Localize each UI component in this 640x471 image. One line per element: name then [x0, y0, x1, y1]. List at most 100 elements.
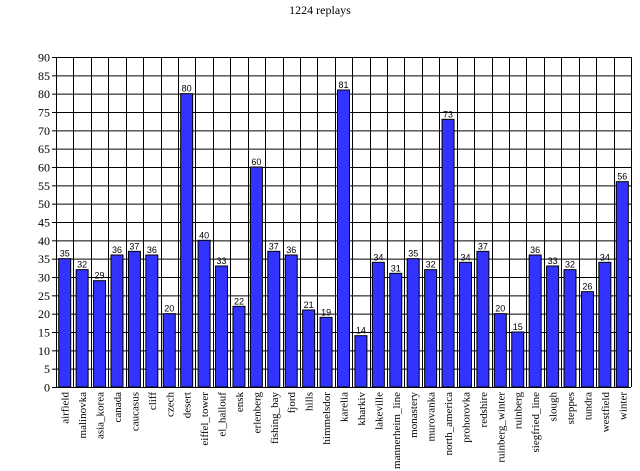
y-tick-label: 45 [38, 216, 50, 230]
bar [580, 291, 594, 388]
x-tick-label: tundra [582, 392, 594, 420]
bar [371, 261, 385, 388]
data-label: 14 [356, 326, 366, 336]
bar [511, 331, 525, 388]
data-label: 60 [251, 157, 261, 167]
data-label: 19 [321, 307, 331, 317]
bar [528, 254, 542, 388]
bar [354, 335, 368, 388]
bar [598, 261, 612, 388]
bar [284, 254, 298, 388]
data-label: 20 [164, 304, 174, 314]
bar [75, 269, 89, 388]
bar [93, 280, 107, 388]
bar [615, 181, 629, 388]
data-label: 29 [95, 271, 105, 281]
x-tick-label: redshire [478, 392, 490, 428]
x-tick-label: siegfried_line [530, 392, 542, 453]
data-label: 80 [182, 84, 192, 94]
data-label: 40 [199, 230, 209, 240]
bar [337, 89, 350, 388]
data-label: 73 [443, 109, 453, 119]
data-label: 22 [234, 296, 244, 306]
data-label: 36 [286, 245, 296, 255]
bar [319, 316, 333, 388]
data-label: 81 [338, 80, 348, 90]
bar [110, 254, 124, 388]
y-tick-label: 85 [38, 69, 50, 83]
x-tick-label: czech [164, 392, 176, 418]
bar [232, 305, 246, 388]
bar [58, 258, 72, 388]
x-tick-label: steppes [565, 392, 577, 424]
x-tick-label: kharkiv [356, 392, 368, 426]
data-label: 33 [548, 256, 558, 266]
data-label: 36 [530, 245, 540, 255]
x-tick-label: ruinberg_winter [495, 392, 507, 463]
x-tick-label: asia_korea [95, 392, 107, 439]
data-label: 37 [478, 241, 488, 251]
bar-layer: 35 32 29 36 37 36 20 80 40 33 22 60 37 36 21 19 81 14 34 31… [58, 80, 629, 388]
bar [302, 309, 316, 388]
y-tick-label: 0 [44, 381, 50, 395]
y-tick-label: 50 [38, 197, 50, 211]
x-tick-label: karelia [339, 392, 351, 422]
y-tick-label: 5 [44, 362, 50, 376]
y-tick-label: 75 [38, 106, 50, 120]
x-tick-label: fishing_bay [269, 392, 281, 444]
x-tick-label: airfield [60, 392, 72, 424]
data-label: 34 [373, 252, 383, 262]
x-tick-label: malinovka [77, 392, 89, 439]
x-tick-label: winter [617, 392, 629, 420]
y-tick-label: 90 [38, 51, 50, 65]
data-label: 35 [408, 249, 418, 259]
x-tick-label: murovanka [426, 392, 438, 442]
data-label: 37 [269, 241, 279, 251]
x-tick-label: canada [112, 392, 124, 423]
data-label: 56 [617, 172, 627, 182]
x-tick-label: mannerheim_line [391, 392, 403, 469]
y-tick-label: 25 [38, 289, 50, 303]
data-label: 26 [582, 282, 592, 292]
bar [215, 265, 229, 388]
chart-title: 1224 replays [289, 3, 351, 17]
x-tick-label: erlenberg [251, 392, 263, 434]
y-tick-label: 10 [38, 344, 50, 358]
bar [546, 265, 560, 388]
bar [127, 250, 141, 388]
bar [424, 269, 438, 388]
x-tick-label: eiffel_tower [199, 392, 211, 446]
data-label: 32 [77, 260, 87, 270]
data-label: 37 [129, 241, 139, 251]
axis-layer: 0 5 10 15 20 25 30 35 40 45 50 55 60 65 70 75 80 85 90 airf… [38, 51, 631, 469]
y-tick-label: 20 [38, 307, 50, 321]
bar [476, 250, 490, 388]
y-tick-label: 70 [38, 124, 50, 138]
y-tick-label: 15 [38, 326, 50, 340]
bar [389, 272, 403, 388]
bar [406, 258, 420, 388]
y-tick-label: 80 [38, 87, 50, 101]
x-tick-label: cliff [147, 392, 159, 410]
x-tick-label: el_hallouf [217, 392, 229, 437]
x-tick-label: slough [548, 392, 560, 422]
y-tick-label: 60 [38, 161, 50, 175]
x-tick-label: westfield [600, 392, 612, 433]
y-tick-label: 35 [38, 252, 50, 266]
bar [458, 261, 472, 388]
bar [180, 93, 194, 388]
data-label: 15 [513, 322, 523, 332]
x-tick-label: himmelsdor [321, 392, 333, 445]
data-label: 36 [112, 245, 122, 255]
x-tick-label: ruinberg [513, 392, 525, 430]
data-label: 32 [426, 260, 436, 270]
x-tick-label: caucasus [129, 392, 141, 431]
data-label: 34 [460, 252, 470, 262]
data-label: 34 [600, 252, 610, 262]
bar [197, 239, 211, 388]
data-label: 33 [217, 256, 227, 266]
bar [267, 250, 281, 388]
x-tick-label: prohorovka [460, 392, 472, 443]
bar [162, 313, 176, 388]
